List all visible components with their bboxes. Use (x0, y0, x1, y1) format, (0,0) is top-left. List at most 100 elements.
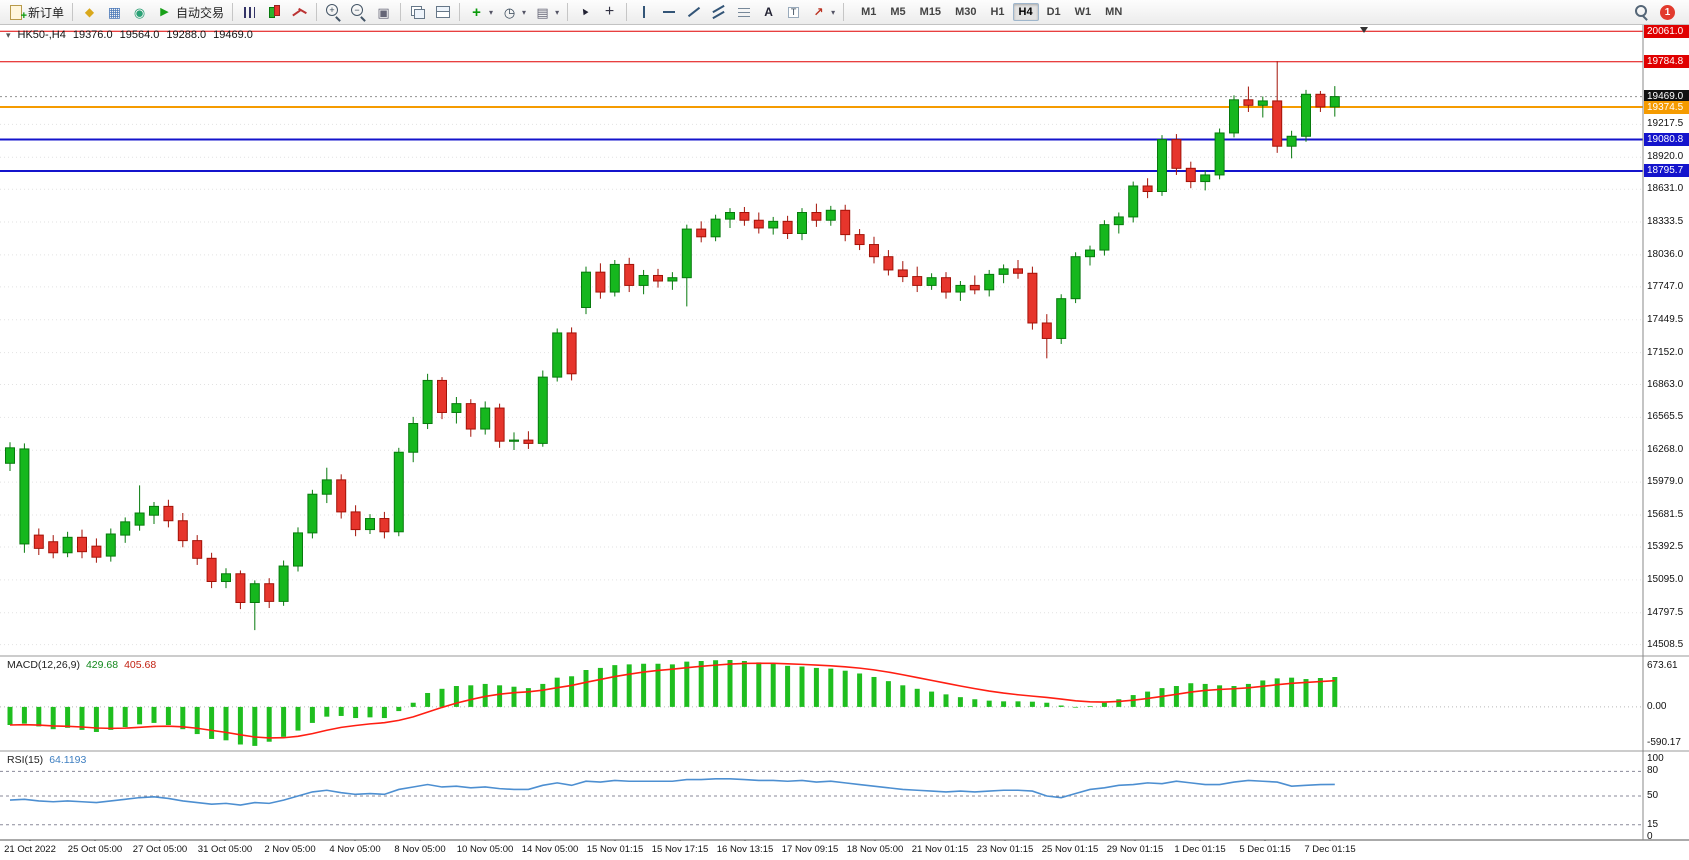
candlestick (912, 276, 923, 286)
zoom-in-icon (325, 4, 342, 20)
text-label-button[interactable] (781, 2, 806, 23)
candlestick (1157, 139, 1167, 193)
candlestick (725, 212, 735, 220)
doc-plus-icon (8, 4, 27, 22)
clock-icon (501, 4, 518, 20)
timeframe-w1-button[interactable]: W1 (1074, 6, 1092, 18)
price-line-label-18795.7[interactable]: 18795.7 (1644, 164, 1689, 178)
price-tick-label: 14508.5 (1647, 638, 1684, 650)
data-window-button[interactable] (102, 2, 127, 23)
time-label: 21 Oct 2022 (4, 844, 56, 855)
candlestick (825, 209, 836, 221)
price-axis[interactable]: 19217.5 18920.0 18631.0 18333.5 18036.0 17747… (1644, 25, 1689, 842)
time-label: 5 Dec 01:15 (1239, 844, 1291, 855)
candlestick (1142, 185, 1153, 193)
play-icon (156, 4, 173, 20)
price-line-label-19374.5[interactable]: 19374.5 (1644, 100, 1689, 114)
autotrading-button[interactable]: 自动交易 (152, 2, 228, 23)
dropdown-caret-icon[interactable]: ▾ (555, 7, 560, 17)
candlestick (163, 505, 174, 522)
price-line-label-19784.8[interactable]: 19784.8 (1644, 55, 1689, 69)
dropdown-caret-icon[interactable]: ▾ (522, 7, 527, 17)
candlestick (1041, 322, 1052, 339)
price-tick-label: 16268.0 (1647, 444, 1684, 456)
macd-signal-value: 405.68 (124, 659, 157, 671)
trendline-button[interactable] (681, 2, 706, 23)
time-label: 4 Nov 05:00 (329, 844, 381, 855)
timeframe-d1-button[interactable]: D1 (1046, 6, 1061, 18)
candlestick (869, 244, 879, 258)
equidistant-channel-button[interactable] (706, 2, 731, 23)
candlestick (883, 256, 894, 271)
navigator-button[interactable] (127, 2, 152, 23)
horizontal-line-button[interactable] (656, 2, 681, 23)
bar-chart-button[interactable] (237, 2, 262, 23)
candlestick (653, 274, 663, 282)
candlestick (998, 268, 1009, 275)
ind-plus-icon (468, 4, 485, 20)
timeframe-h4-button[interactable]: H4 (1012, 3, 1039, 21)
main-toolbar: 新订单 自动交易 ▾ ▾ ▾ ▾ M1 M5 M15 M30 H1 H4 D1 W1 MN 1 (0, 0, 1689, 25)
candles-icon (266, 4, 283, 20)
toolbar-divider (400, 3, 402, 21)
timeframe-h1-button[interactable]: H1 (990, 6, 1005, 18)
new-order-button[interactable]: 新订单 (4, 2, 68, 23)
timeframe-m15-button[interactable]: M15 (919, 6, 942, 18)
candlestick (206, 557, 217, 583)
time-label: 15 Nov 01:15 (586, 844, 644, 855)
text-button[interactable] (756, 2, 781, 23)
candlestick (1315, 93, 1326, 108)
zoom-out-button[interactable] (346, 2, 371, 23)
candlestick (221, 573, 231, 583)
cascade-windows-button[interactable] (405, 2, 430, 23)
zoom-in-button[interactable] (321, 2, 346, 23)
dropdown-caret-icon[interactable]: ▾ (489, 7, 494, 17)
periods-button[interactable]: ▾ (497, 2, 530, 23)
price-tick-label: 15979.0 (1647, 476, 1684, 488)
channel-icon (710, 4, 727, 20)
search-icon[interactable] (1633, 4, 1650, 20)
fibonacci-retracement-button[interactable] (731, 2, 756, 23)
cursor-button[interactable] (572, 2, 597, 23)
timeframe-mn-button[interactable]: MN (1105, 6, 1123, 18)
time-label: 7 Dec 01:15 (1304, 844, 1356, 855)
dropdown-caret-icon[interactable]: ▾ (831, 7, 836, 17)
hlines-layer (0, 30, 1643, 172)
price-tick-label: 17152.0 (1647, 346, 1684, 358)
price-line-label-19080.8[interactable]: 19080.8 (1644, 132, 1689, 146)
chart-shift-marker[interactable] (1360, 27, 1368, 33)
crosshair-button[interactable] (597, 2, 622, 23)
candlestick (581, 271, 591, 309)
line-chart-button[interactable] (287, 2, 312, 23)
candlestick (336, 479, 347, 513)
notification-badge[interactable]: 1 (1660, 4, 1675, 20)
candlestick-chart-button[interactable] (262, 2, 287, 23)
price-tick-label: 15095.0 (1647, 573, 1684, 585)
timeframe-m5-button[interactable]: M5 (890, 6, 906, 18)
price-tick-label: 15681.5 (1647, 509, 1684, 521)
arrow-objects-button[interactable]: ▾ (806, 2, 839, 23)
market-watch-button[interactable] (77, 2, 102, 23)
price-line-label-20061.0[interactable]: 20061.0 (1644, 25, 1689, 38)
templates-button[interactable]: ▾ (530, 2, 563, 23)
vertical-line-button[interactable] (631, 2, 656, 23)
candlestick (1099, 224, 1110, 251)
candlestick (624, 263, 635, 286)
timeframe-m30-button[interactable]: M30 (955, 6, 977, 18)
indicators-button[interactable]: ▾ (464, 2, 497, 23)
price-line-label-19469.0[interactable]: 19469.0 (1644, 90, 1689, 104)
candlestick (969, 284, 980, 291)
candlestick (753, 219, 764, 229)
tile-windows-button[interactable] (371, 2, 396, 23)
macd-name: MACD(12,26,9) (7, 659, 80, 671)
chart-collapse-icon[interactable] (6, 30, 11, 41)
candlestick (465, 403, 476, 430)
arrange-windows-button[interactable] (430, 2, 455, 23)
candlestick (1185, 167, 1196, 183)
macd-signal-line (9, 662, 1335, 739)
time-axis[interactable]: 21 Oct 2022 25 Oct 05:00 27 Oct 05:00 31 Oc… (0, 841, 1689, 860)
rsi-axis-label-15: 15 (1647, 818, 1659, 830)
timeframe-m1-button[interactable]: M1 (861, 6, 877, 18)
